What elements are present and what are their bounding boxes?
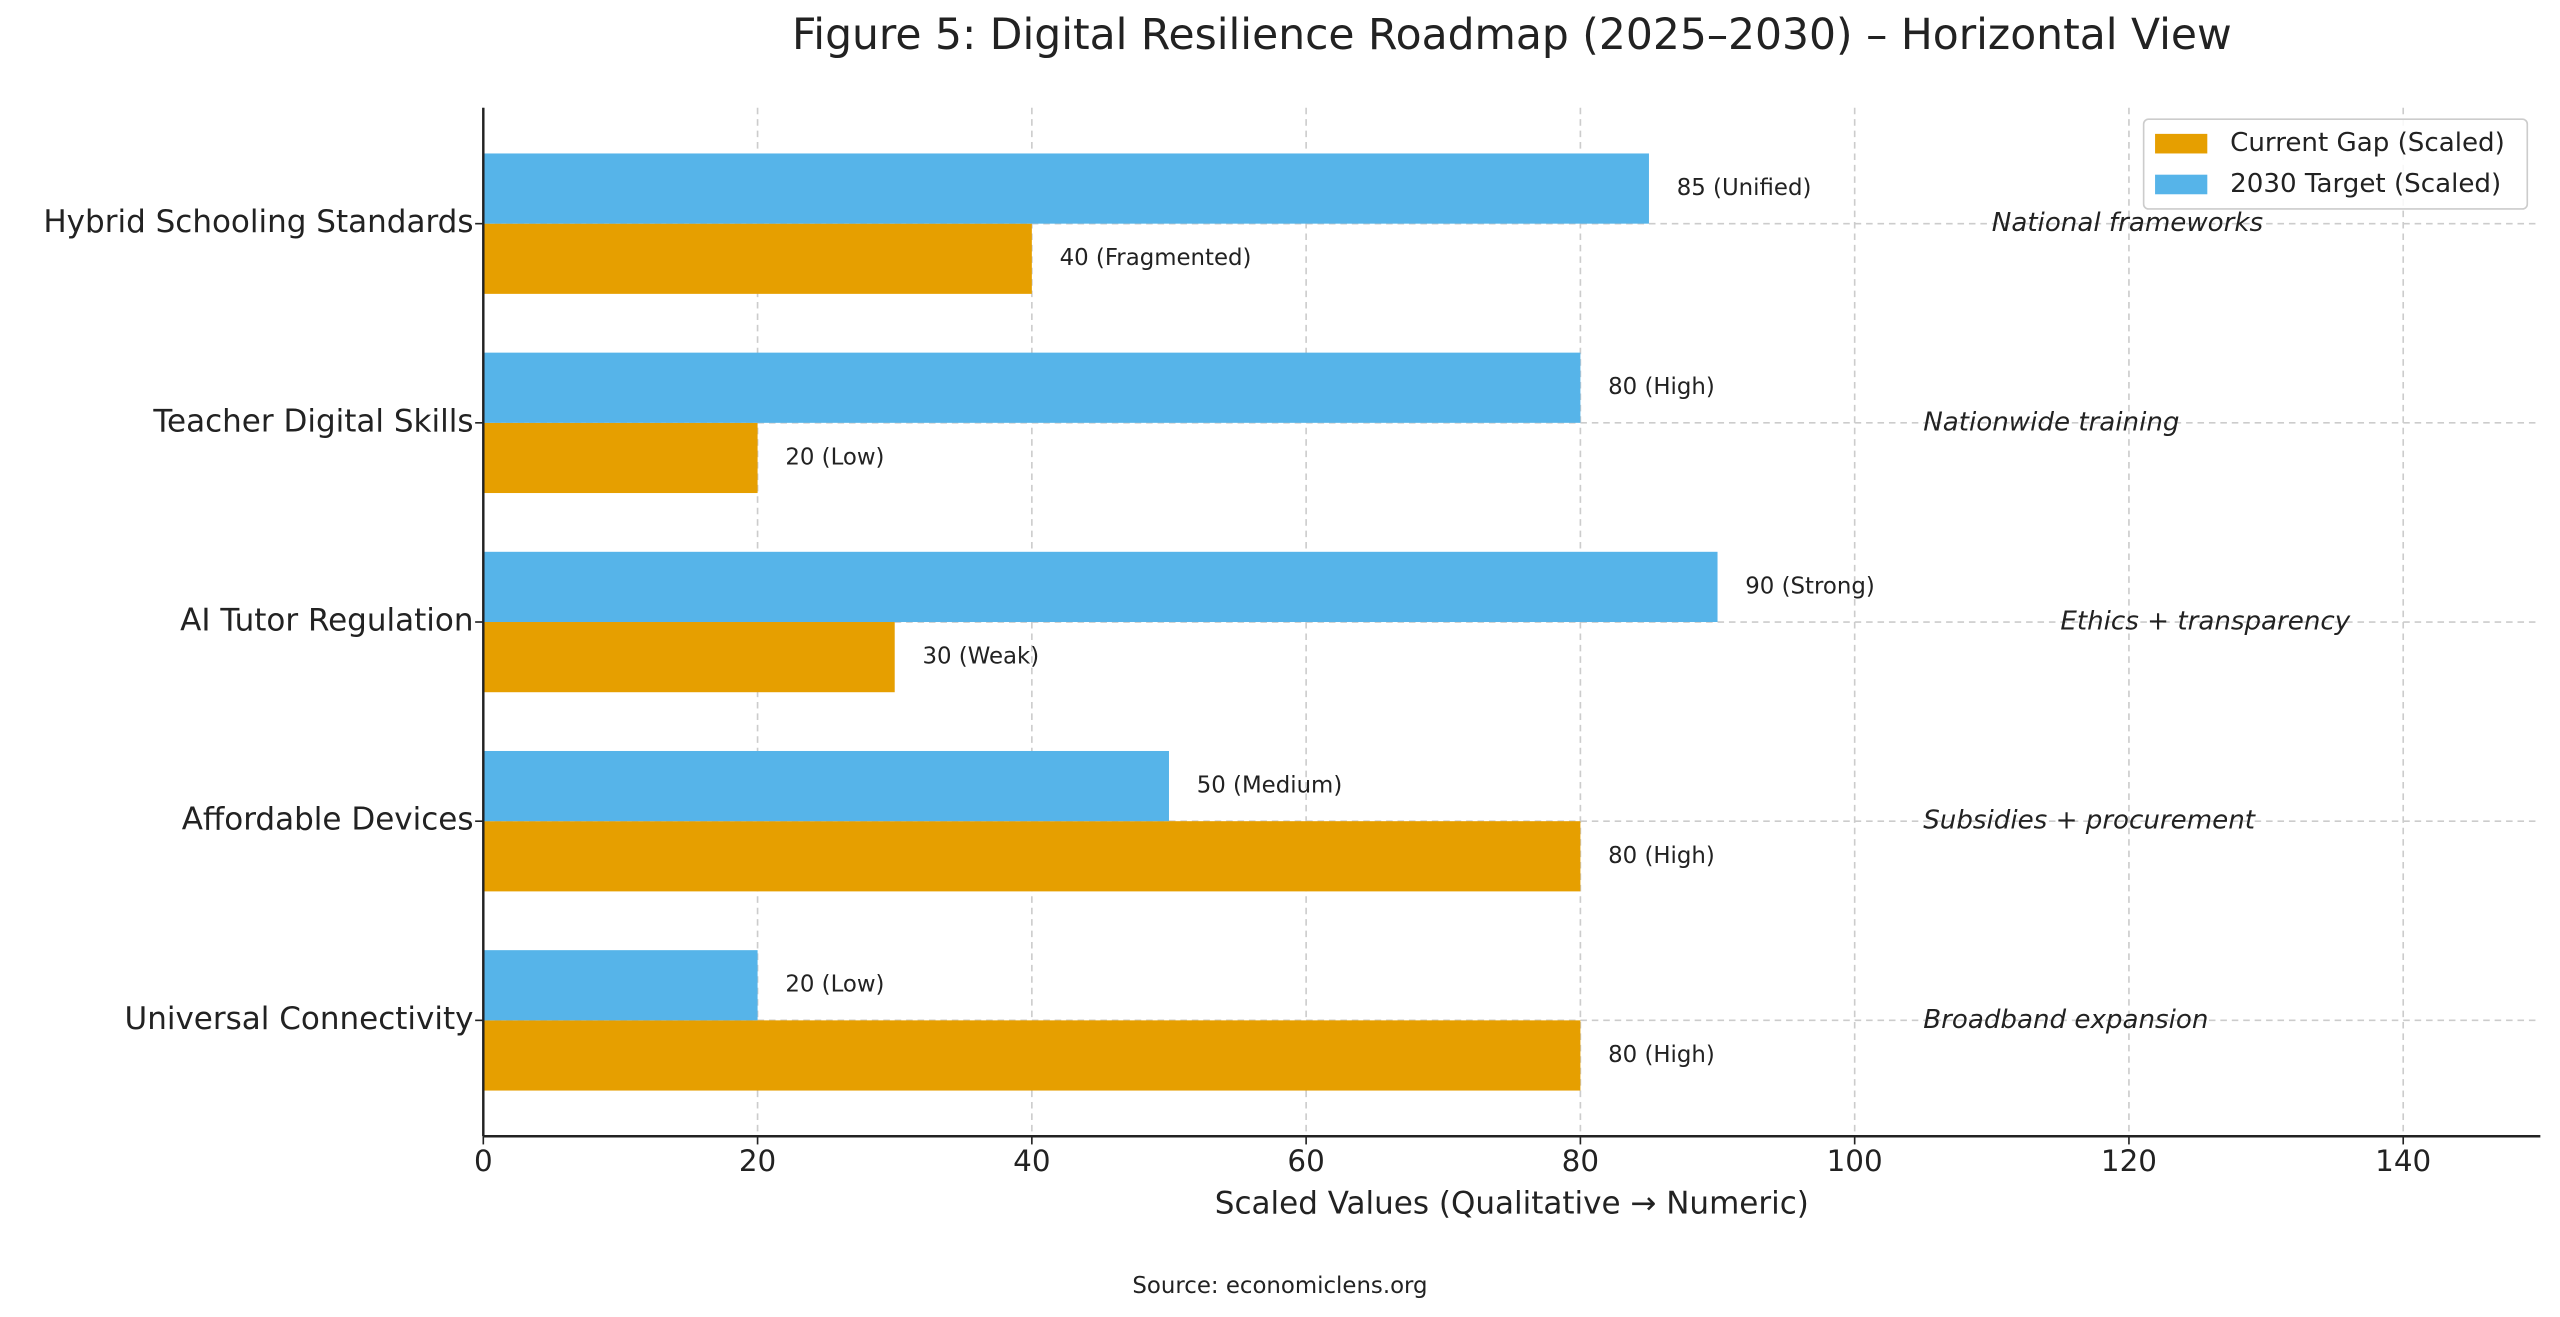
legend-swatch xyxy=(2155,133,2208,154)
annotation: Broadband expansion xyxy=(1923,1005,2208,1035)
x-tick-label: 60 xyxy=(1287,1144,1324,1178)
bar xyxy=(483,352,1581,423)
value-label: 30 (Weak) xyxy=(922,644,1039,670)
bar xyxy=(483,422,758,494)
value-label: 80 (High) xyxy=(1608,1042,1715,1068)
annotation: Ethics + transparency xyxy=(2060,607,2350,637)
x-tick-label: 0 xyxy=(474,1144,493,1178)
x-tick-label: 20 xyxy=(739,1144,776,1178)
value-label: 40 (Fragmented) xyxy=(1060,245,1252,271)
bar xyxy=(483,821,1581,892)
bar xyxy=(483,1020,1581,1091)
x-tick-label: 120 xyxy=(2101,1144,2157,1178)
value-label: 20 (Low) xyxy=(785,972,884,998)
legend-label: 2030 Target (Scaled) xyxy=(2230,169,2501,199)
x-tick-label: 140 xyxy=(2375,1144,2431,1178)
x-tick-label: 40 xyxy=(1013,1144,1050,1178)
chart-title: Figure 5: Digital Resilience Roadmap (20… xyxy=(792,11,2232,60)
legend-swatch xyxy=(2155,174,2208,195)
annotation: National frameworks xyxy=(1992,208,2264,238)
y-tick-label: Teacher Digital Skills xyxy=(152,403,473,439)
value-label: 80 (High) xyxy=(1608,374,1715,400)
value-label: 85 (Unified) xyxy=(1677,175,1812,201)
x-axis-label: Scaled Values (Qualitative → Numeric) xyxy=(1215,1185,1809,1221)
bar xyxy=(483,950,758,1021)
value-label: 20 (Low) xyxy=(785,444,884,470)
x-tick-label: 80 xyxy=(1562,1144,1599,1178)
legend-label: Current Gap (Scaled) xyxy=(2230,128,2505,158)
bar xyxy=(483,223,1032,294)
value-label: 50 (Medium) xyxy=(1197,773,1343,799)
bar xyxy=(483,622,895,693)
legend: Current Gap (Scaled) 2030 Target (Scaled) xyxy=(2142,118,2529,210)
y-tick-label: Universal Connectivity xyxy=(125,1001,474,1037)
legend-box xyxy=(2142,118,2529,210)
source-note: Source: economiclens.org xyxy=(1132,1273,1427,1299)
annotation: Nationwide training xyxy=(1923,407,2179,437)
bar xyxy=(483,750,1169,822)
y-tick-label: Affordable Devices xyxy=(182,802,474,838)
x-tick-label: 100 xyxy=(1827,1144,1883,1178)
value-label: 90 (Strong) xyxy=(1745,573,1874,599)
bar xyxy=(483,551,1718,623)
value-label: 80 (High) xyxy=(1608,843,1715,869)
annotation: Subsidies + procurement xyxy=(1923,806,2257,836)
bar xyxy=(483,153,1649,224)
y-tick-label: Hybrid Schooling Standards xyxy=(43,204,473,240)
y-tick-label: AI Tutor Regulation xyxy=(180,603,473,639)
